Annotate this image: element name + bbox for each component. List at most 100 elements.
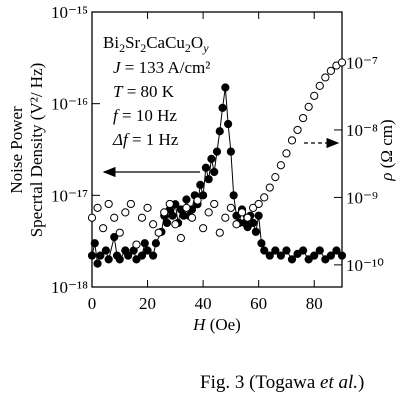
data-point <box>104 199 113 209</box>
y-tick-label: 10⁻¹⁸ <box>51 278 88 297</box>
data-point <box>315 246 324 255</box>
annotation: f = 10 Hz <box>113 106 177 125</box>
data-point <box>90 239 99 248</box>
data-point <box>140 239 149 248</box>
annotation-part: = 10 Hz <box>118 106 178 125</box>
data-point <box>99 224 108 233</box>
data-point <box>199 224 208 233</box>
data-point <box>304 255 313 264</box>
data-point <box>154 228 163 237</box>
data-point <box>87 213 97 222</box>
data-point <box>160 208 169 217</box>
y-tick-label: 10⁻¹⁷ <box>51 186 88 205</box>
data-point <box>132 240 141 249</box>
data-point <box>187 213 197 222</box>
data-point <box>149 220 158 229</box>
data-point <box>337 251 347 260</box>
data-point <box>210 199 219 209</box>
data-point <box>199 191 208 200</box>
data-point <box>276 161 285 170</box>
data-point <box>326 251 335 260</box>
data-point <box>237 208 247 217</box>
x-tick-label: 20 <box>139 294 156 313</box>
data-point <box>221 213 230 222</box>
data-point <box>115 228 124 237</box>
x-axis-label: H (Oe) <box>192 315 241 334</box>
data-point <box>124 251 133 260</box>
data-point <box>176 233 185 243</box>
data-point <box>226 203 235 212</box>
data-point <box>299 113 308 123</box>
annotation-part: J <box>113 58 122 77</box>
x-tick-label: 60 <box>250 294 267 313</box>
data-point <box>201 163 210 172</box>
data-point <box>282 246 291 255</box>
annotation: T = 80 K <box>113 82 175 101</box>
annotation: J = 133 A/cm² <box>113 58 210 77</box>
annotation-part: = 1 Hz <box>128 130 179 149</box>
data-point <box>260 193 269 202</box>
data-point <box>143 246 152 255</box>
annotation-part: T <box>113 82 124 101</box>
data-point <box>151 239 160 248</box>
data-point <box>243 223 252 232</box>
data-point <box>243 213 252 222</box>
annotations: J = 133 A/cm² T = 80 K f = 10 Hz Δf = 1 Hz <box>112 58 210 149</box>
data-point <box>132 255 141 264</box>
data-point <box>249 203 258 212</box>
data-point <box>110 213 119 222</box>
data-point <box>265 183 274 192</box>
data-point <box>332 246 341 255</box>
data-point <box>215 228 224 237</box>
data-point <box>293 125 302 135</box>
data-point <box>287 255 297 264</box>
data-point <box>249 218 258 228</box>
data-point <box>204 175 213 184</box>
y-tick-label: 10⁻¹⁶ <box>51 95 88 114</box>
data-point <box>162 218 172 228</box>
data-point <box>299 246 308 255</box>
data-point <box>101 246 110 255</box>
material-label: Bi2Sr2CaCu2Oy <box>103 33 209 55</box>
data-point <box>171 220 180 229</box>
data-point <box>218 103 227 112</box>
x-tick-label: 80 <box>306 294 323 313</box>
data-point <box>137 213 147 222</box>
data-point <box>251 227 260 236</box>
y2-tick-label: 10⁻¹⁰ <box>346 256 384 275</box>
data-point <box>224 119 233 129</box>
data-point <box>126 199 135 209</box>
annotation-part: = 80 K <box>122 82 174 101</box>
data-point <box>260 246 269 255</box>
data-point <box>168 211 177 220</box>
data-point <box>215 127 224 136</box>
annotation-part: Δf <box>112 130 130 149</box>
data-point <box>210 167 219 177</box>
y2-tick-label: 10⁻⁷ <box>346 53 378 72</box>
data-point <box>207 154 216 163</box>
data-point <box>337 58 347 67</box>
data-point <box>115 255 124 264</box>
data-point <box>137 251 147 260</box>
y-axis-label: Noise Power <box>7 106 26 194</box>
plot-frame <box>91 11 343 288</box>
data-point <box>254 199 263 209</box>
data-point <box>287 136 297 145</box>
data-point <box>96 251 105 260</box>
data-point <box>229 191 238 200</box>
x-tick-label: 0 <box>88 294 97 313</box>
data-point <box>282 149 291 158</box>
y2-tick-label: 10⁻⁹ <box>346 188 378 207</box>
data-point <box>165 199 174 209</box>
data-point <box>271 246 280 255</box>
data-point <box>104 255 113 264</box>
data-point <box>93 259 102 268</box>
data-point <box>304 102 313 111</box>
data-point <box>265 251 274 260</box>
caption: Fig. 3 (Togawa et al.) <box>200 372 364 393</box>
data-point <box>182 195 191 204</box>
data-point <box>321 255 330 264</box>
data-point <box>193 196 202 205</box>
y2-tick-label: 10⁻⁸ <box>346 121 378 140</box>
